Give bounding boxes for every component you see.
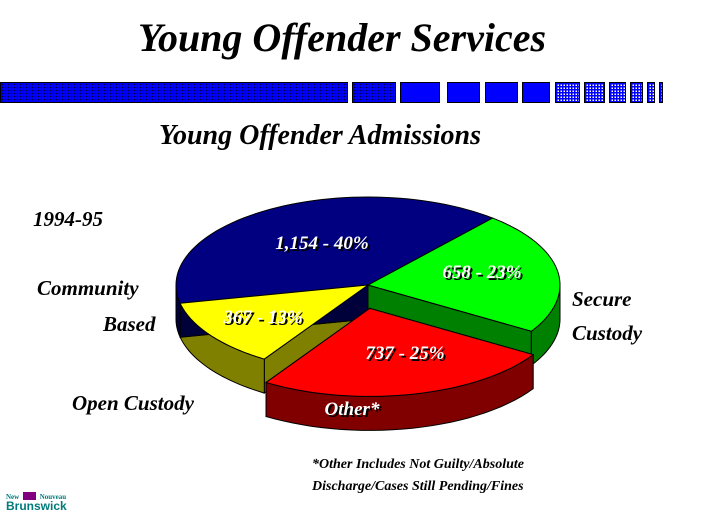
logo-left: New (6, 493, 20, 501)
slice-other- (264, 307, 535, 397)
data-label-community: 1,154 - 40% (275, 233, 369, 254)
data-label-secure: 658 - 23% (442, 262, 522, 283)
legend-community-1: Community (37, 276, 139, 300)
year-label: 1994-95 (33, 207, 103, 231)
data-label-open: 367 - 13% (223, 307, 303, 328)
footnote-line2: Discharge/Cases Still Pending/Fines (312, 479, 524, 494)
logo-right: Nouveau (39, 493, 67, 501)
legend-secure-2: Custody (572, 321, 643, 345)
legend-secure-1: Secure (572, 287, 632, 311)
data-label-other: 737 - 25% (365, 343, 445, 364)
legend-community-2: Based (103, 312, 156, 336)
legend-open-custody: Open Custody (72, 391, 194, 415)
slice-community-based (175, 196, 494, 304)
footnote-line1: *Other Includes Not Guilty/Absolute (312, 457, 524, 472)
chart-title: Young Offender Admissions (158, 120, 482, 151)
decorative-bar (0, 82, 720, 106)
nb-logo: New Nouveau Brunswick (6, 492, 67, 512)
slice-open-custody (179, 284, 370, 360)
slice-secure-custody (366, 217, 561, 332)
data-label-other-name: Other* (324, 399, 380, 420)
slide-title: Young Offender Services (137, 15, 547, 60)
logo-emblem-icon (22, 492, 36, 500)
logo-name: Brunswick (6, 499, 67, 513)
